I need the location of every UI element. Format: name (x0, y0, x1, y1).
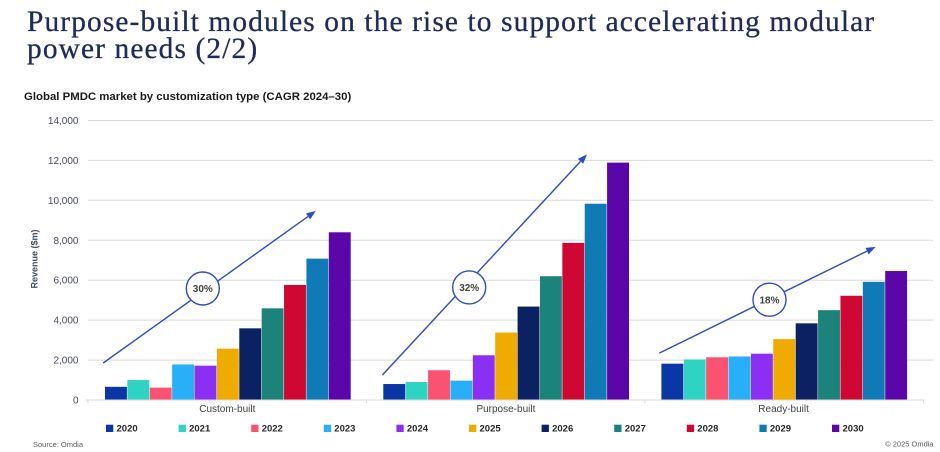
svg-text:8,000: 8,000 (53, 236, 78, 247)
svg-text:Revenue ($m): Revenue ($m) (30, 229, 40, 288)
svg-text:2020: 2020 (117, 423, 138, 434)
svg-text:2,000: 2,000 (53, 356, 78, 367)
svg-text:2025: 2025 (480, 423, 502, 434)
svg-text:6,000: 6,000 (53, 276, 78, 287)
svg-text:2021: 2021 (189, 423, 211, 434)
svg-text:Ready-built: Ready-built (758, 404, 809, 415)
svg-text:0: 0 (73, 396, 79, 407)
svg-text:2030: 2030 (843, 423, 864, 434)
svg-text:2028: 2028 (697, 423, 718, 434)
svg-text:2029: 2029 (770, 423, 791, 434)
svg-text:© 2025 Omdia: © 2025 Omdia (885, 439, 934, 448)
svg-text:2024: 2024 (407, 423, 429, 434)
svg-text:32%: 32% (459, 283, 479, 294)
svg-text:Purpose-built: Purpose-built (476, 404, 535, 415)
svg-text:2027: 2027 (625, 423, 646, 434)
svg-text:Custom-built: Custom-built (199, 404, 255, 415)
svg-text:2026: 2026 (552, 423, 573, 434)
svg-text:30%: 30% (193, 284, 213, 295)
svg-text:2022: 2022 (262, 423, 283, 434)
svg-text:Source: Omdia: Source: Omdia (33, 440, 84, 449)
svg-text:2023: 2023 (334, 423, 355, 434)
svg-text:12,000: 12,000 (48, 156, 79, 167)
svg-text:18%: 18% (759, 295, 779, 306)
svg-text:14,000: 14,000 (48, 116, 79, 127)
svg-text:10,000: 10,000 (48, 196, 79, 207)
svg-text:4,000: 4,000 (53, 316, 78, 327)
